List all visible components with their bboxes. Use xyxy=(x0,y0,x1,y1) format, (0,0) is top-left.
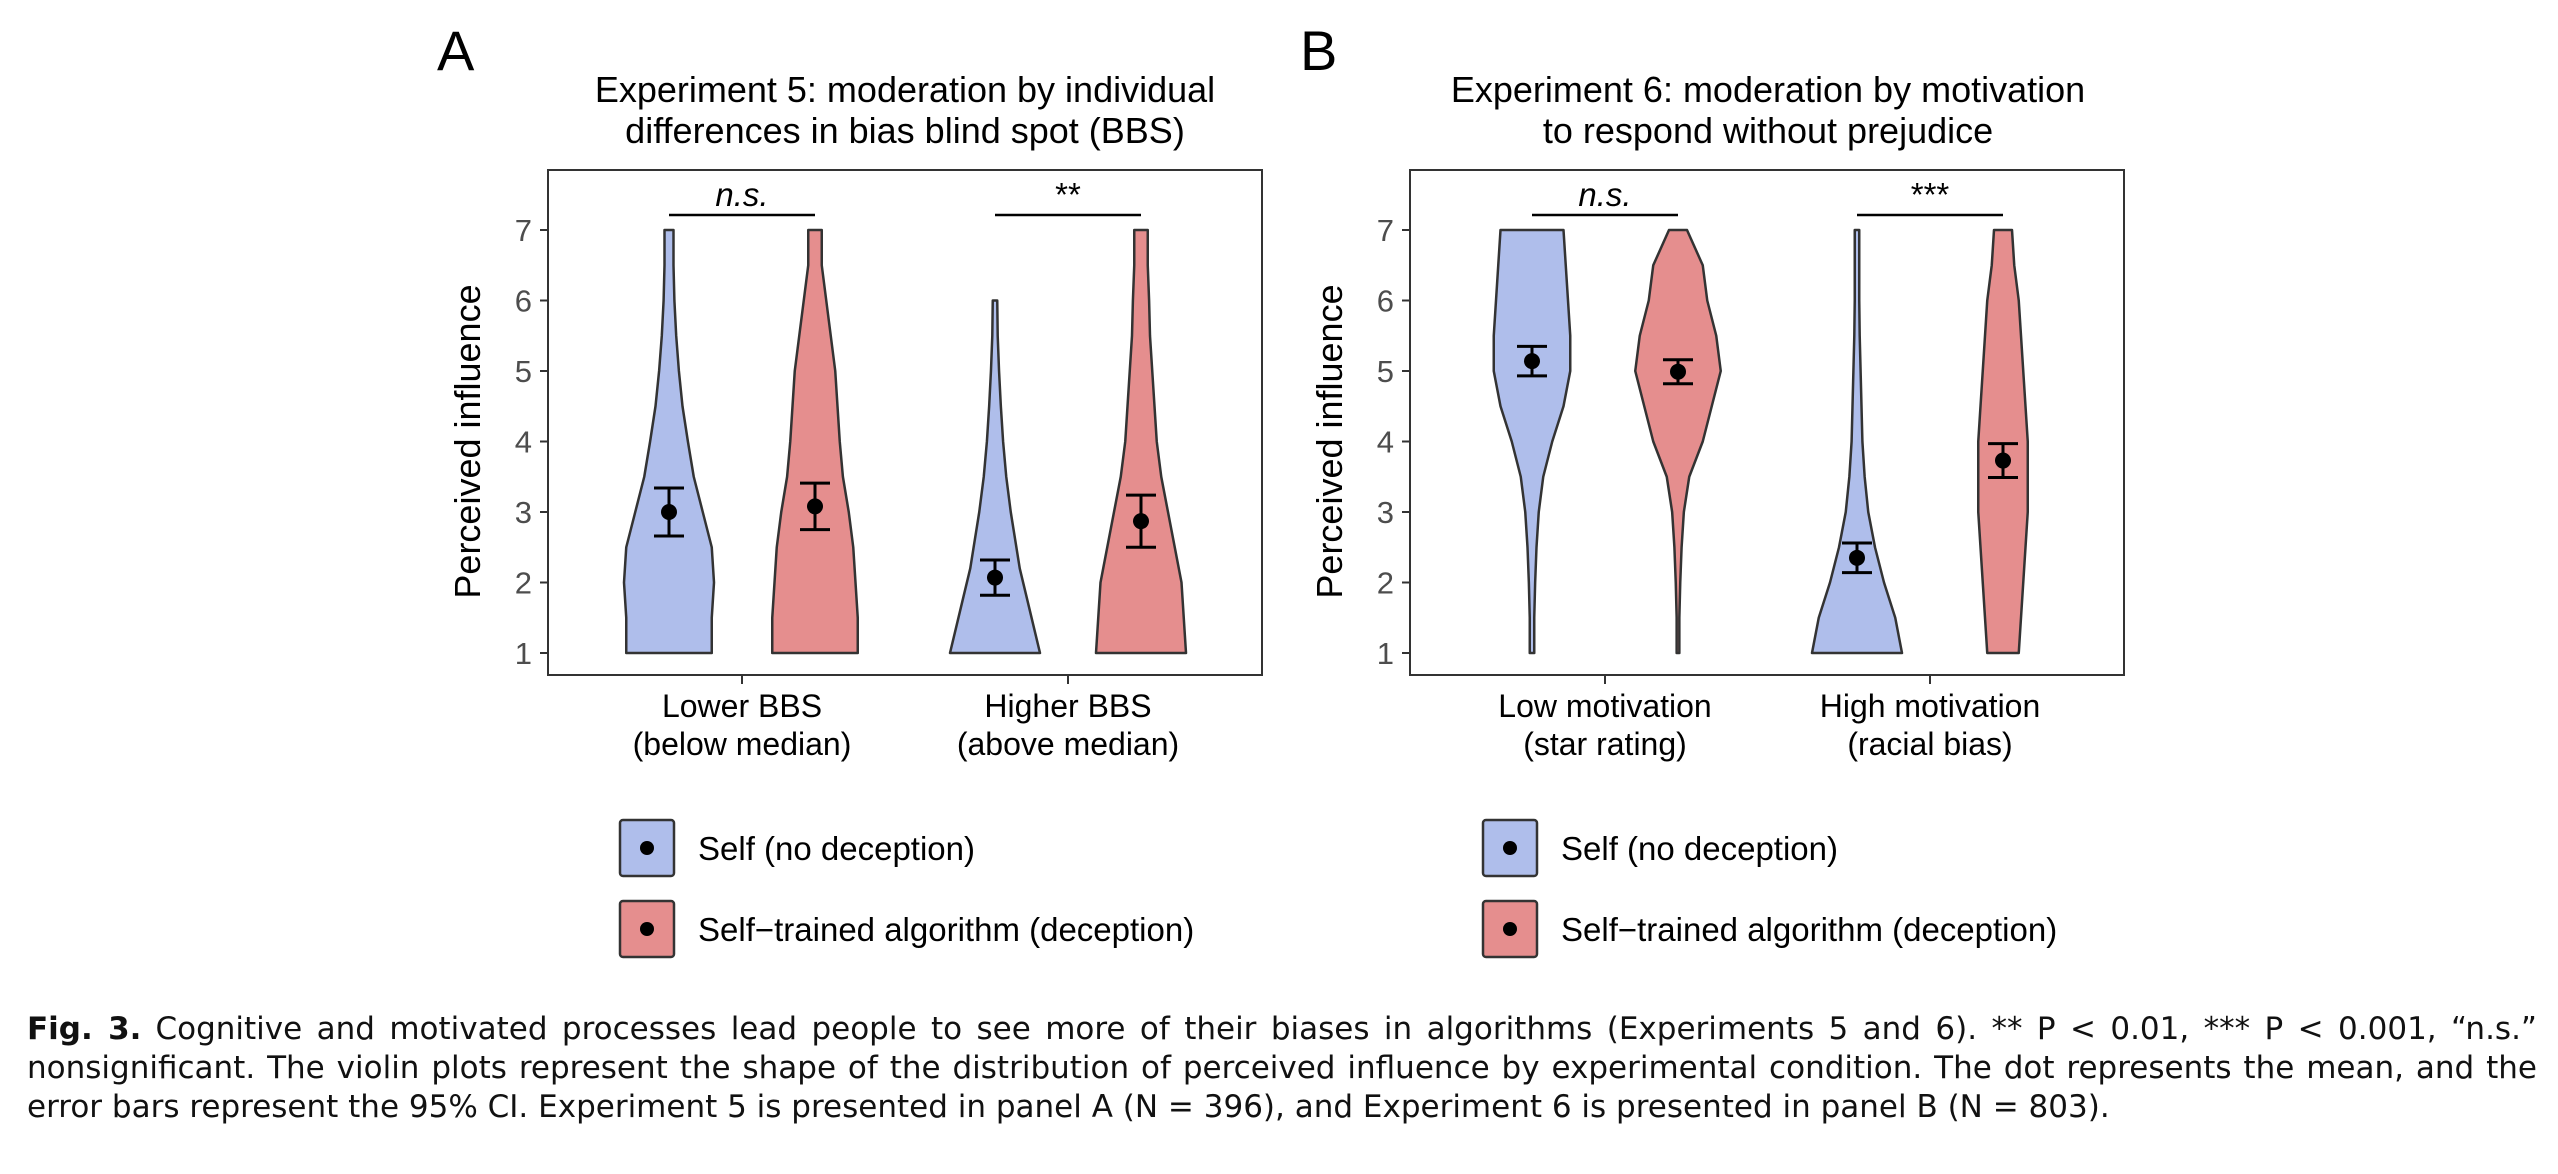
panel-letter: B xyxy=(1300,19,1337,82)
violin xyxy=(948,299,1042,655)
x-tick-label: High motivation xyxy=(1820,688,2041,724)
legend-label: Self−trained algorithm (deception) xyxy=(1561,911,2057,948)
legend-dot xyxy=(640,922,654,936)
mean-point xyxy=(807,498,823,515)
mean-point xyxy=(1524,353,1540,370)
x-tick-label: Higher BBS xyxy=(984,688,1151,724)
y-axis-label: Perceived influence xyxy=(1309,284,1350,598)
mean-point xyxy=(1995,452,2011,469)
x-tick-label: (above median) xyxy=(957,726,1179,762)
violin xyxy=(771,228,859,655)
x-tick-label: Lower BBS xyxy=(662,688,822,724)
violin xyxy=(1492,228,1572,655)
legend: Self (no deception) Self−trained algorith… xyxy=(1481,818,2057,959)
y-tick-label: 4 xyxy=(515,425,532,460)
mean-point xyxy=(1133,513,1149,530)
x-tick-label: Low motivation xyxy=(1498,688,1711,724)
legend: Self (no deception) Self−trained algorith… xyxy=(618,818,1194,959)
significance-label: n.s. xyxy=(1578,176,1631,213)
y-tick-label: 5 xyxy=(1377,354,1394,389)
chart-panel-a: A Experiment 5: moderation by individuald… xyxy=(437,19,1263,959)
legend-label: Self (no deception) xyxy=(1561,830,1838,867)
figure-caption: Fig. 3. Cognitive and motivated processes… xyxy=(27,1010,2537,1127)
chart-title-line: Experiment 5: moderation by individual xyxy=(595,69,1215,110)
mean-point xyxy=(1849,549,1865,566)
caption-label: Fig. 3. xyxy=(27,1011,142,1047)
plot-frame xyxy=(1409,169,2125,676)
significance-label: n.s. xyxy=(715,176,768,213)
violin xyxy=(1094,228,1188,655)
y-tick-label: 3 xyxy=(1377,495,1394,530)
y-axis-label: Perceived influence xyxy=(447,284,488,598)
y-tick-label: 1 xyxy=(1377,636,1394,671)
x-tick-label: (star rating) xyxy=(1523,726,1687,762)
violin xyxy=(1634,228,1722,655)
caption-text: Cognitive and motivated processes lead p… xyxy=(27,1011,2537,1125)
y-tick-label: 2 xyxy=(1377,566,1394,601)
x-tick-label: (racial bias) xyxy=(1847,726,2012,762)
legend-dot xyxy=(1503,841,1517,855)
chart-title-line: to respond without prejudice xyxy=(1543,110,1993,151)
legend-label: Self (no deception) xyxy=(698,830,975,867)
panel-letter: A xyxy=(437,19,475,82)
y-tick-label: 4 xyxy=(1377,425,1394,460)
violin xyxy=(1977,228,2029,655)
plot-frame xyxy=(547,169,1263,676)
significance-label: *** xyxy=(1911,176,1950,213)
y-tick-label: 7 xyxy=(515,213,532,248)
y-tick-label: 5 xyxy=(515,354,532,389)
y-tick-label: 1 xyxy=(515,636,532,671)
mean-point xyxy=(661,504,677,520)
y-tick-label: 6 xyxy=(1377,284,1394,319)
y-tick-label: 6 xyxy=(515,284,532,319)
violin xyxy=(622,228,716,655)
violin xyxy=(1810,228,1904,655)
chart-title-line: Experiment 6: moderation by motivation xyxy=(1451,69,2085,110)
mean-point xyxy=(1670,363,1686,380)
legend-dot xyxy=(640,841,654,855)
chart-panel-b: B Experiment 6: moderation by motivationt… xyxy=(1300,19,2125,959)
significance-label: ** xyxy=(1055,176,1081,213)
x-tick-label: (below median) xyxy=(633,726,852,762)
y-tick-label: 3 xyxy=(515,495,532,530)
mean-point xyxy=(987,569,1003,586)
y-tick-label: 7 xyxy=(1377,213,1394,248)
legend-label: Self−trained algorithm (deception) xyxy=(698,911,1194,948)
chart-title-line: differences in bias blind spot (BBS) xyxy=(625,110,1185,151)
legend-dot xyxy=(1503,922,1517,936)
y-tick-label: 2 xyxy=(515,566,532,601)
figure: A Experiment 5: moderation by individuald… xyxy=(437,19,2125,959)
